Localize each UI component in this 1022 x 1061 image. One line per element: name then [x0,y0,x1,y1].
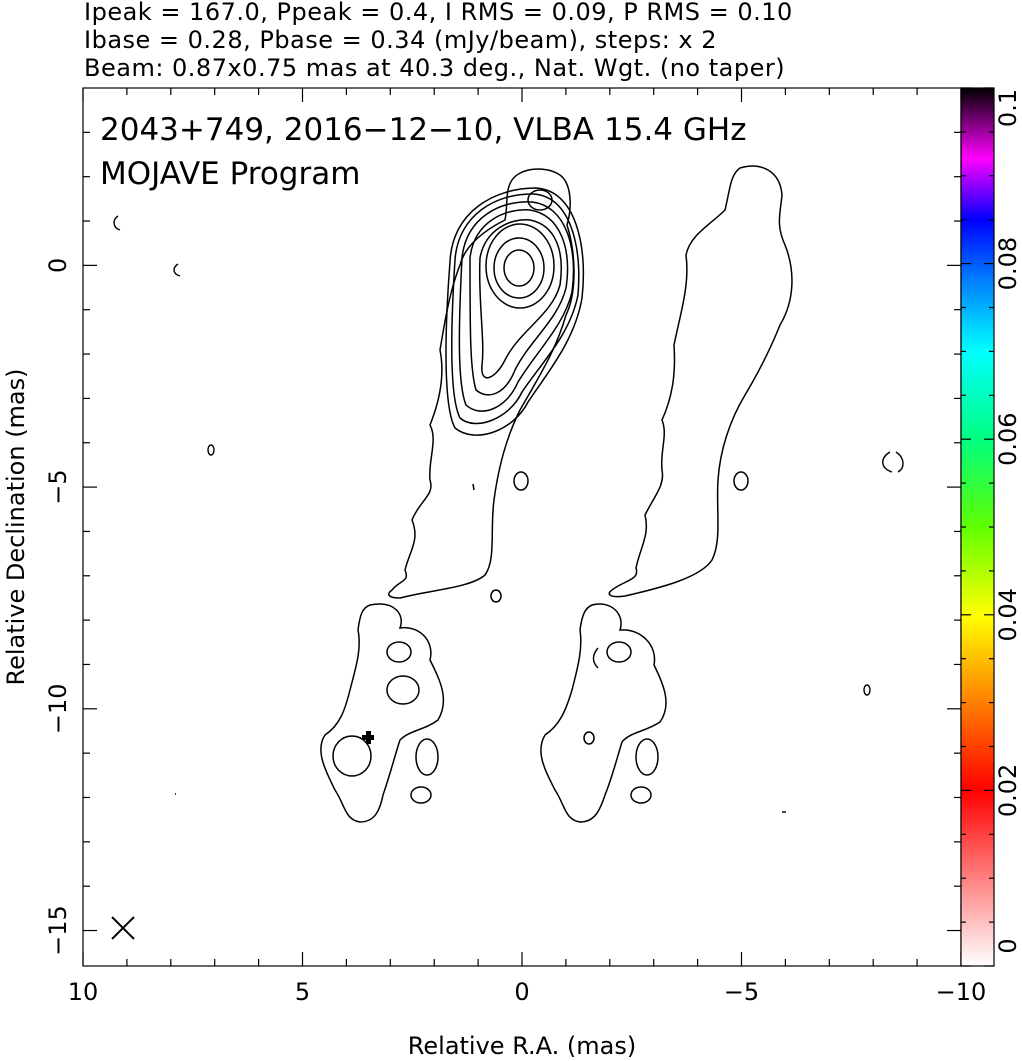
contour-base-right-lower [540,603,667,823]
y-tick-label: −5 [44,469,72,504]
colorbar-tick-label: 0 [994,938,1022,953]
noise-contours [113,215,904,813]
header-line-3: Beam: 0.87x0.75 mas at 40.3 deg., Nat. W… [84,54,786,82]
colorbar-tick-label: 0.08 [994,237,1022,290]
map-title: 2043+749, 2016−12−10, VLBA 15.4 GHz [100,112,746,148]
colorbar-tick-label: 0.04 [994,588,1022,641]
contour-outer-left [388,168,575,599]
header-line-2: Ibase = 0.28, Pbase = 0.34 (mJy/beam), s… [84,26,718,54]
program-label: MOJAVE Program [100,156,360,192]
header-line-1: Ipeak = 167.0, Ppeak = 0.4, I RMS = 0.09… [84,0,793,26]
x-tick-label: −5 [724,978,759,1006]
x-tick-label: 0 [514,978,529,1006]
contour-outer-left-lower [320,603,445,823]
contour-base-right [608,165,793,598]
y-tick-label: −15 [44,905,72,956]
x-axis-label: Relative R.A. (mas) [408,1032,636,1060]
axis-tick-labels: 10 5 0 −5 −10 0 −5 −10 −15 [44,258,986,1006]
beam-marker [111,916,135,940]
colorbar-tick-label: 0.02 [994,764,1022,817]
x-tick-label: 5 [295,978,310,1006]
contour-group-right [540,165,793,823]
y-tick-label: 0 [44,258,72,273]
y-axis-label: Relative Declination (mas) [2,368,30,685]
colorbar-tick-label: 0.06 [994,412,1022,465]
colorbar-tick-label: 0.1 [994,89,1022,127]
colorbar-ticks [961,87,994,967]
x-tick-label: 10 [68,978,99,1006]
plus-marker [362,731,374,744]
contour-group-left [320,168,585,823]
colorbar-labels: 0 0.02 0.04 0.06 0.08 0.1 [994,89,1022,954]
y-tick-label: −10 [44,683,72,734]
x-tick-label: −10 [936,978,987,1006]
